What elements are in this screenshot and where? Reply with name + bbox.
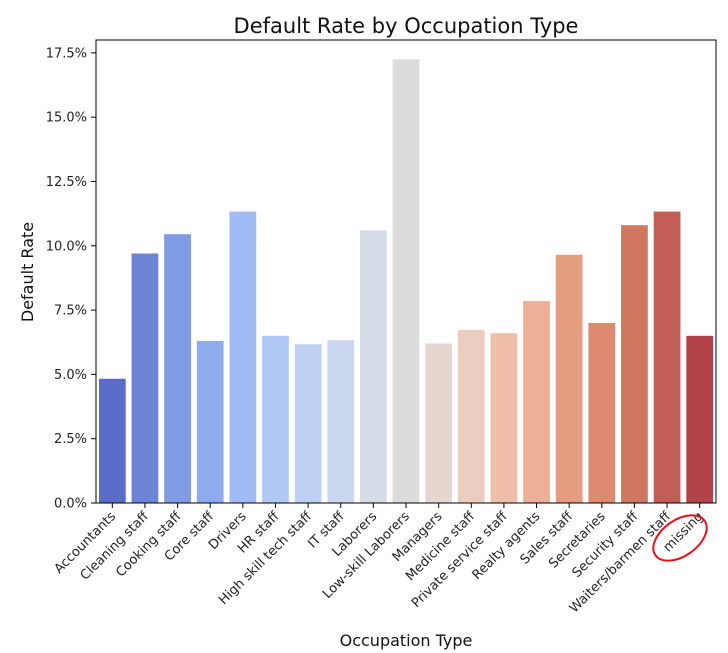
bar-drivers bbox=[229, 211, 257, 503]
y-axis-label: Default Rate bbox=[18, 222, 37, 322]
bar-accountants bbox=[98, 378, 126, 503]
bar-high-skill-tech-staff bbox=[294, 344, 322, 503]
bar-missing bbox=[686, 335, 714, 503]
bar-laborers bbox=[359, 230, 387, 503]
plot-frame bbox=[95, 39, 717, 504]
bar-realty-agents bbox=[523, 301, 550, 503]
y-tick-label: 5.0% bbox=[54, 368, 87, 383]
y-tick-label: 10.0% bbox=[46, 239, 87, 254]
x-axis-label: Occupation Type bbox=[340, 631, 473, 650]
missing-annotation-circle bbox=[652, 514, 708, 562]
chart-title: Default Rate by Occupation Type bbox=[234, 14, 579, 38]
bar-low-skill-laborers bbox=[392, 59, 420, 503]
bars bbox=[98, 59, 714, 503]
bar-sales-staff bbox=[555, 254, 583, 503]
y-tick-label: 17.5% bbox=[46, 46, 87, 61]
y-tick-label: 7.5% bbox=[54, 304, 87, 319]
bar-medicine-staff bbox=[457, 329, 485, 503]
y-tick-label: 2.5% bbox=[54, 432, 87, 447]
y-tick-label: 15.0% bbox=[46, 111, 87, 126]
bar-cleaning-staff bbox=[131, 253, 159, 503]
y-ticks: 0.0% 2.5% 5.0% 7.5% 10.0% 12.5% 15.0% 17.5% bbox=[46, 46, 96, 512]
bar-managers bbox=[425, 343, 453, 503]
bar-security-staff bbox=[621, 225, 648, 503]
y-tick-label: 0.0% bbox=[54, 497, 87, 512]
bar-core-staff bbox=[196, 340, 224, 503]
bar-cooking-staff bbox=[164, 234, 191, 503]
bar-waiters-barmen-staff bbox=[653, 211, 681, 503]
bar-private-service-staff bbox=[490, 333, 518, 503]
bar-it-staff bbox=[327, 340, 355, 503]
bar-secretaries bbox=[588, 322, 616, 503]
y-tick-label: 12.5% bbox=[46, 175, 87, 190]
bar-hr-staff bbox=[262, 335, 289, 503]
